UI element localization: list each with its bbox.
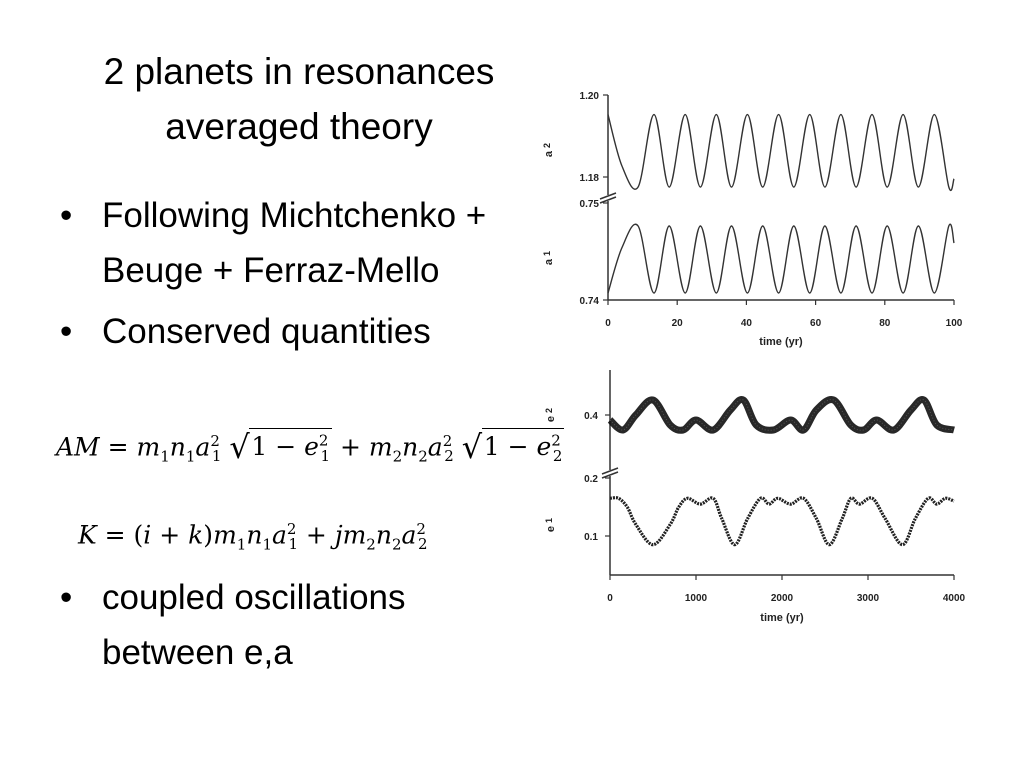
y-tick-label: 0.1 xyxy=(584,532,598,543)
chart-eccentricities: 0.4 0.2 0.1 e2 e1 0 1000 2000 3000 4000 time (yr) xyxy=(544,370,966,624)
x-tick-label: 20 xyxy=(672,318,684,329)
axis-break-mark xyxy=(601,467,619,479)
x-tick-label: 40 xyxy=(741,318,753,329)
equation-k: K = (i + k)m1n1a21 + jm2n2a22 xyxy=(78,520,428,554)
y-tick-label: 0.2 xyxy=(584,474,598,485)
bullet-dot: • xyxy=(60,196,73,235)
x-tick-label: 2000 xyxy=(771,593,794,604)
x-tick-label: 100 xyxy=(946,318,963,329)
series-line-a1 xyxy=(607,223,955,294)
chart-semimajor-axes: 1.20 1.18 a2 0.75 0.74 a1 0 20 40 60 80 100 time (yr… xyxy=(542,91,963,348)
axis-break-mark xyxy=(599,192,617,204)
bullet-text: Following Michtchenko + Beuge + Ferraz-M… xyxy=(102,196,487,290)
x-tick-label: 1000 xyxy=(685,593,708,604)
x-tick-label: 4000 xyxy=(943,593,966,604)
y-axis-label-e2: e2 xyxy=(544,408,557,422)
slide-title-line1: 2 planets in resonances xyxy=(103,51,495,92)
x-tick-label: 0 xyxy=(605,318,611,329)
x-tick-label: 3000 xyxy=(857,593,880,604)
x-tick-label: 0 xyxy=(607,593,613,604)
series-line-e2 xyxy=(609,399,955,431)
y-tick-label: 1.18 xyxy=(580,173,600,184)
slide-title: 2 planets in resonances averaged theory xyxy=(60,44,538,154)
equation-k-lhs: K xyxy=(78,520,97,550)
bullet-dot: • xyxy=(60,578,73,617)
y-axis-label-e1: e1 xyxy=(544,518,557,532)
slide-title-line2: averaged theory xyxy=(165,106,433,147)
equation-am: AM = m1n1a21 √ 1 − e21 + m2n2a22 √ 1 − e22 xyxy=(56,428,565,466)
x-tick-label: 60 xyxy=(810,318,822,329)
bullet-coupled: • coupled oscillations between e,a xyxy=(60,570,480,680)
y-axis-label-a1: a1 xyxy=(542,251,555,265)
y-tick-label: 0.4 xyxy=(584,411,598,422)
y-tick-label: 1.20 xyxy=(580,91,600,102)
bullet-text: Conserved quantities xyxy=(102,312,431,351)
y-axis-label-a2: a2 xyxy=(542,143,555,157)
bullet-dot: • xyxy=(60,312,73,351)
bullet-conserved: • Conserved quantities xyxy=(60,304,431,359)
bullet-following: • Following Michtchenko + Beuge + Ferraz… xyxy=(60,188,540,298)
series-band-e2 xyxy=(607,396,955,434)
x-tick-label: 80 xyxy=(879,318,891,329)
y-tick-label: 0.75 xyxy=(580,199,600,210)
y-tick-label: 0.74 xyxy=(580,296,600,307)
equation-am-lhs: AM xyxy=(56,432,100,462)
x-axis-label: time (yr) xyxy=(760,612,804,624)
series-line-a2 xyxy=(607,113,955,192)
bullet-text: coupled oscillations between e,a xyxy=(102,578,406,672)
series-line-e1 xyxy=(609,496,955,547)
x-axis-label: time (yr) xyxy=(759,336,803,348)
